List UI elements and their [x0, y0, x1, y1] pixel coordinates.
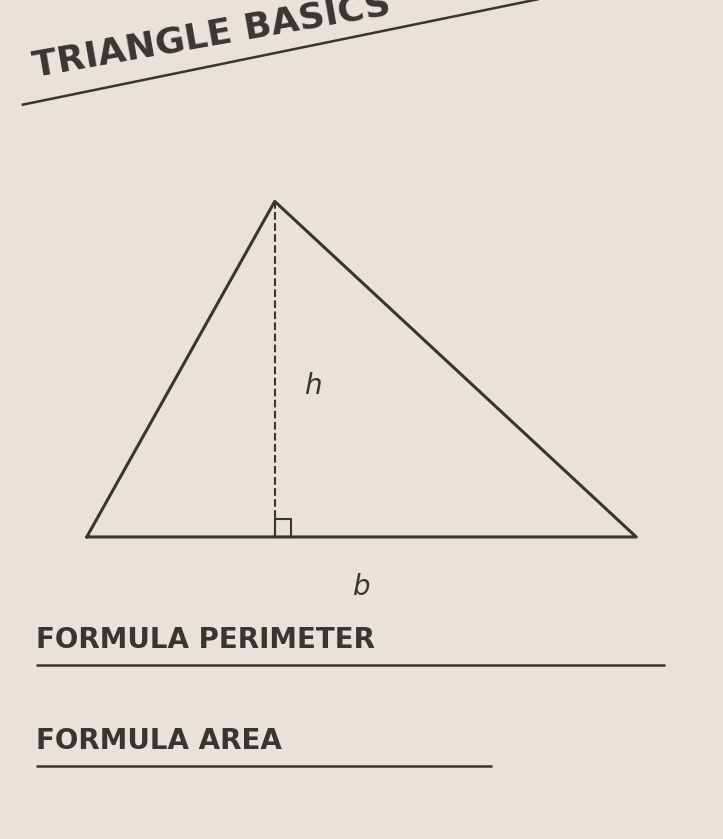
Text: h: h	[304, 372, 321, 400]
Bar	[275, 519, 291, 537]
Text: FORMULA AREA: FORMULA AREA	[36, 727, 282, 755]
Text: FORMULA PERIMETER: FORMULA PERIMETER	[36, 627, 375, 654]
Text: TRIANGLE BASICS: TRIANGLE BASICS	[30, 0, 393, 84]
Text: b: b	[353, 573, 370, 602]
